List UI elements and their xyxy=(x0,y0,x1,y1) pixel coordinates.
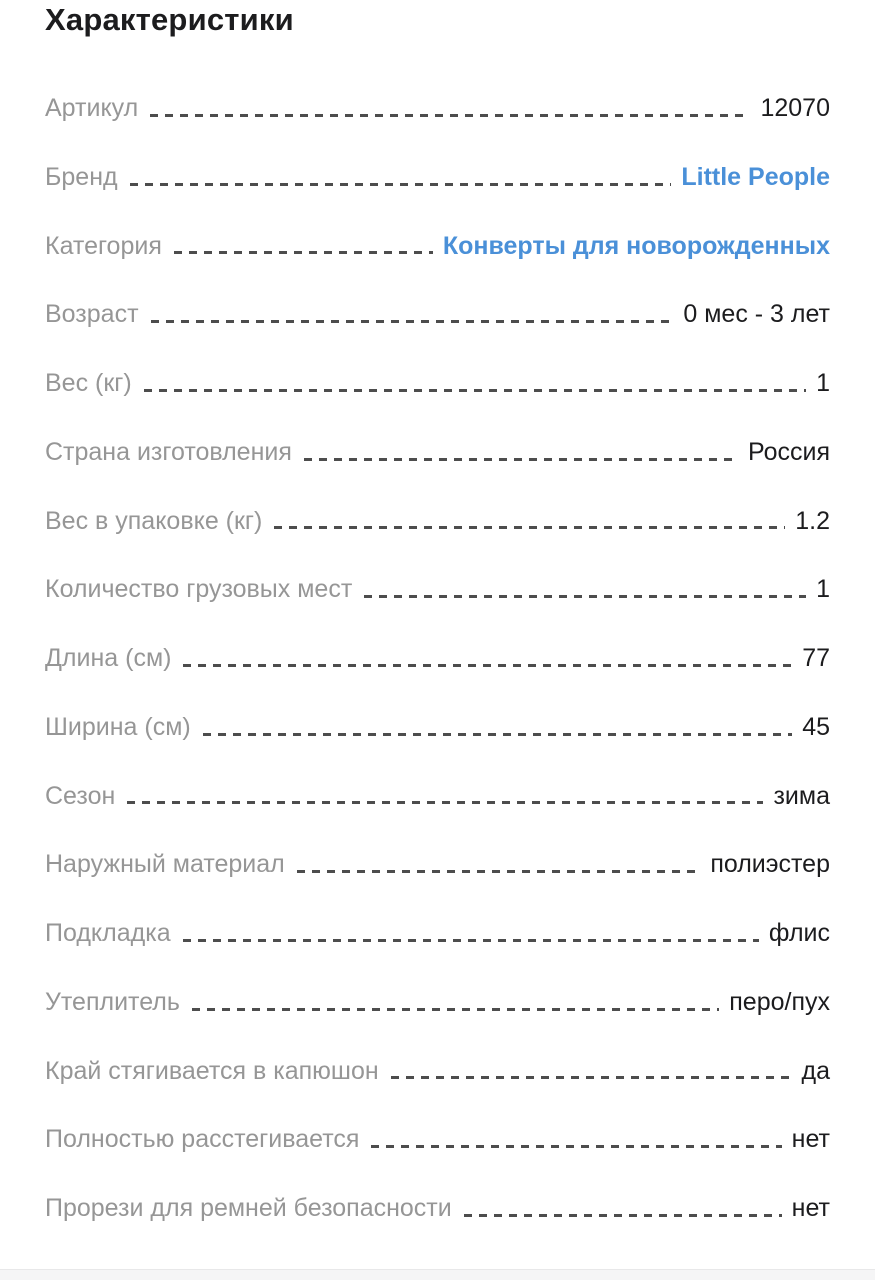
characteristics-section: Характеристики Артикул 12070 Бренд Littl… xyxy=(45,2,830,1223)
characteristic-value: 1.2 xyxy=(795,506,830,535)
characteristic-row: Полностью расстегивается нет xyxy=(45,1125,830,1154)
characteristic-label: Подкладка xyxy=(45,919,171,947)
characteristic-label: Утеплитель xyxy=(45,987,180,1016)
characteristic-label: Количество грузовых мест xyxy=(45,575,353,604)
characteristic-value: 1 xyxy=(816,369,830,397)
characteristic-label: Страна изготовления xyxy=(45,437,292,466)
characteristic-value: флис xyxy=(768,919,830,947)
characteristic-row: Вес в упаковке (кг) 1.2 xyxy=(45,507,830,536)
characteristic-label: Бренд xyxy=(45,162,118,191)
characteristic-row: Прорези для ремней безопасности нет xyxy=(45,1194,830,1223)
characteristic-value: нет xyxy=(791,1194,830,1222)
dotted-leader xyxy=(183,663,793,667)
dotted-leader xyxy=(150,320,674,323)
characteristic-value: 77 xyxy=(802,644,830,672)
characteristic-label: Возраст xyxy=(45,300,139,329)
characteristic-row: Бренд Little People xyxy=(45,163,830,192)
characteristic-row: Наружный материал полиэстер xyxy=(45,850,830,879)
characteristic-row: Сезон зима xyxy=(45,782,830,811)
characteristic-label: Категория xyxy=(45,231,162,260)
characteristic-row: Количество грузовых мест 1 xyxy=(45,575,830,604)
characteristic-row: Артикул 12070 xyxy=(45,94,830,123)
characteristic-value: Россия xyxy=(748,437,830,466)
characteristic-row: Вес (кг) 1 xyxy=(45,369,830,398)
characteristic-row: Утеплитель перо/пух xyxy=(45,988,830,1017)
dotted-leader xyxy=(143,388,807,392)
characteristic-value: да xyxy=(801,1056,831,1085)
characteristic-value: 45 xyxy=(802,712,830,741)
characteristic-value: нет xyxy=(791,1125,830,1154)
characteristic-label: Наружный материал xyxy=(45,850,285,879)
characteristic-row: Страна изготовления Россия xyxy=(45,438,830,467)
characteristic-value: полиэстер xyxy=(710,850,830,879)
dotted-leader xyxy=(463,1213,782,1217)
characteristic-label: Вес в упаковке (кг) xyxy=(45,506,263,535)
characteristic-value-link[interactable]: Little People xyxy=(681,162,830,191)
characteristic-row: Длина (см) 77 xyxy=(45,644,830,673)
characteristic-label: Вес (кг) xyxy=(45,369,132,397)
characteristic-label: Ширина (см) xyxy=(45,712,191,741)
dotted-leader xyxy=(191,1007,720,1011)
characteristic-label: Сезон xyxy=(45,781,116,810)
dotted-leader xyxy=(274,526,786,530)
characteristic-value: 0 мес - 3 лет xyxy=(683,300,830,329)
characteristic-row: Категория Конверты для новорожденных xyxy=(45,232,830,261)
characteristic-value-link[interactable]: Конверты для новорожденных xyxy=(442,231,830,260)
dotted-leader xyxy=(127,801,764,805)
dotted-leader xyxy=(173,251,433,255)
dotted-leader xyxy=(390,1076,792,1080)
dotted-leader xyxy=(202,732,793,736)
characteristic-row: Подкладка флис xyxy=(45,919,830,948)
characteristic-value: зима xyxy=(773,781,830,810)
dotted-leader xyxy=(182,938,759,942)
characteristic-value: перо/пух xyxy=(729,987,830,1016)
dotted-leader xyxy=(296,870,701,873)
dotted-leader xyxy=(303,457,739,461)
characteristic-label: Длина (см) xyxy=(45,644,172,672)
characteristic-value: 1 xyxy=(816,575,830,604)
characteristic-value: 12070 xyxy=(760,94,830,122)
page-title: Характеристики xyxy=(45,2,294,37)
characteristic-label: Край стягивается в капюшон xyxy=(45,1056,379,1085)
characteristic-label: Прорези для ремней безопасности xyxy=(45,1194,452,1222)
dotted-leader xyxy=(364,595,807,598)
dotted-leader xyxy=(129,182,672,186)
characteristic-row: Ширина (см) 45 xyxy=(45,713,830,742)
characteristics-list: Артикул 12070 Бренд Little People Катего… xyxy=(45,94,830,1223)
characteristic-label: Полностью расстегивается xyxy=(45,1125,360,1154)
characteristic-row: Край стягивается в капюшон да xyxy=(45,1057,830,1086)
dotted-leader xyxy=(371,1145,782,1148)
dotted-leader xyxy=(150,113,751,117)
characteristic-row: Возраст 0 мес - 3 лет xyxy=(45,300,830,329)
section-divider xyxy=(0,1269,875,1280)
characteristic-label: Артикул xyxy=(45,94,139,122)
